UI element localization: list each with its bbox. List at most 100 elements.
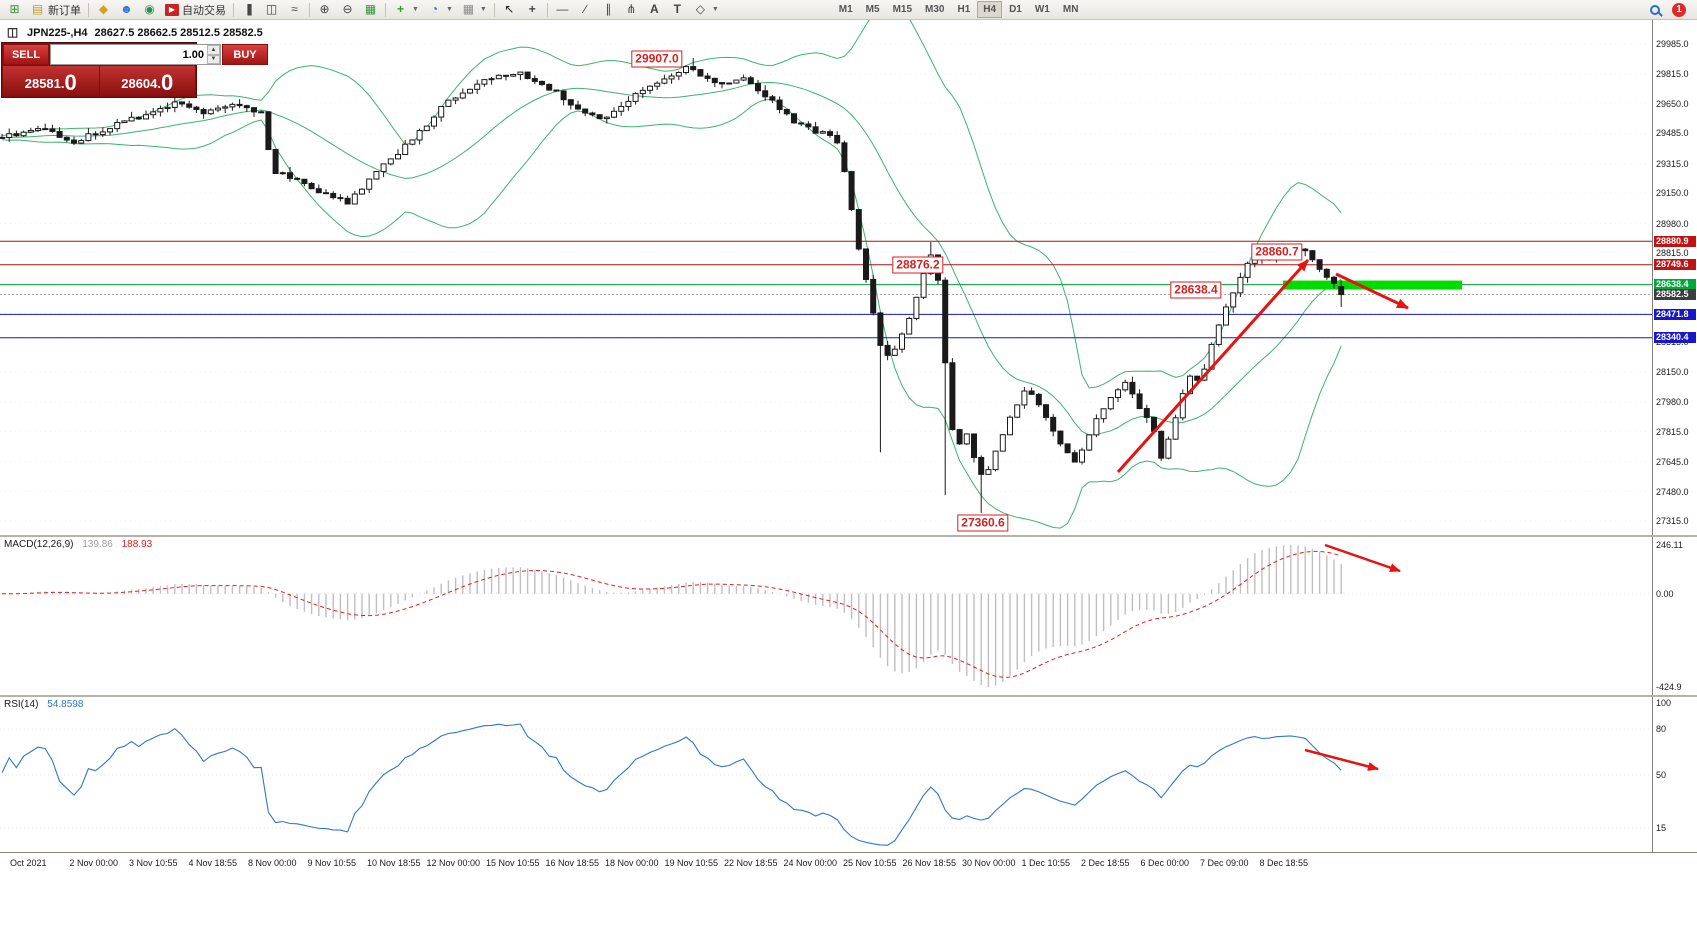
market-watch-button[interactable]: ◉ xyxy=(138,1,161,19)
macd-trend-arrow[interactable] xyxy=(1324,543,1401,573)
rsi-chart[interactable] xyxy=(0,697,1652,852)
time-axis-label: 18 Nov 00:00 xyxy=(605,858,659,868)
tf-button-d1[interactable]: D1 xyxy=(1003,1,1028,18)
time-axis-label: 7 Dec 09:00 xyxy=(1200,858,1249,868)
tf-button-m5[interactable]: M5 xyxy=(860,1,886,18)
time-axis-label: 12 Nov 00:00 xyxy=(426,858,481,868)
horizontal-line-icon: — xyxy=(556,2,569,16)
time-axis-label: 2 Dec 18:55 xyxy=(1081,858,1130,868)
macd-axis-label: 0.00 xyxy=(1656,588,1674,599)
volume-up-button[interactable]: ▲ xyxy=(207,45,220,55)
tf-button-h1[interactable]: H1 xyxy=(951,1,976,18)
indicators-button[interactable]: + ▼ xyxy=(389,1,423,19)
y-axis-label: 27980.0 xyxy=(1656,397,1689,408)
crosshair-icon: + xyxy=(528,2,536,16)
toolbar-right-cluster: 1 xyxy=(1646,1,1694,19)
price-axis[interactable]: 29985.0 29815.0 29650.0 29485.0 29315.0 29150… xyxy=(1652,20,1697,535)
cursor-icon: ↖ xyxy=(504,2,515,16)
hline-tool-button[interactable]: — xyxy=(551,1,574,19)
y-axis-label: 29650.0 xyxy=(1656,98,1689,109)
tile-windows-icon: ▦ xyxy=(364,2,377,16)
time-axis-label: 15 Nov 10:55 xyxy=(486,858,540,868)
notification-badge[interactable]: 1 xyxy=(1672,2,1686,17)
trendline-tool-button[interactable]: ∕ xyxy=(574,1,597,19)
fibonacci-tool-button[interactable]: ⋔ xyxy=(620,1,643,19)
cycles-button[interactable]: ◔ ▼ xyxy=(423,1,457,19)
horizontal-level-lines[interactable] xyxy=(0,240,1652,339)
zoom-in-button[interactable]: ⊕ xyxy=(313,1,336,19)
panel-separator[interactable] xyxy=(0,535,1697,537)
rsi-trend-arrow[interactable] xyxy=(1304,748,1379,771)
chart-wizard-button[interactable]: ◆ xyxy=(92,1,115,19)
channel-tool-button[interactable]: ∥ xyxy=(597,1,620,19)
tf-button-h4[interactable]: H4 xyxy=(977,1,1003,18)
tf-button-m30[interactable]: M30 xyxy=(919,1,950,18)
y-axis-label: 27315.0 xyxy=(1656,516,1689,526)
bar-chart-icon: ||| xyxy=(246,2,252,16)
label-tool-button[interactable]: T xyxy=(666,1,689,19)
text-tool-button[interactable]: A xyxy=(643,1,666,19)
text-icon: A xyxy=(649,2,659,16)
y-axis-label: 29315.0 xyxy=(1656,158,1689,169)
bollinger-bands xyxy=(1,20,1342,529)
support-zone-highlight[interactable] xyxy=(1283,280,1462,290)
sell-button[interactable]: SELL xyxy=(3,44,49,65)
indicators-icon: + xyxy=(396,2,404,16)
line-chart-button[interactable]: ≈ xyxy=(283,1,306,19)
timeframe-group: M1 M5 M15 M30 H1 H4 D1 W1 MN xyxy=(833,1,1085,18)
chart-symbol-icon: ◫ xyxy=(6,25,19,39)
toolbar-separator xyxy=(546,2,548,17)
profile-button[interactable]: ☻ xyxy=(115,1,138,19)
candlestick-chart-icon: ◫ xyxy=(265,2,278,16)
buy-price[interactable]: 28604. 0 xyxy=(99,66,195,96)
price-tag: 28471.8 xyxy=(1654,308,1696,320)
bar-chart-button[interactable]: ||| xyxy=(237,1,260,19)
rsi-axis-label: 15 xyxy=(1656,823,1667,834)
search-button[interactable] xyxy=(1646,1,1664,19)
macd-chart[interactable] xyxy=(0,537,1652,695)
new-chart-button[interactable]: ⊞ xyxy=(3,1,26,19)
rsi-axis-label: 50 xyxy=(1656,770,1667,780)
objects-list-button[interactable]: ▦ ▼ xyxy=(457,1,491,19)
crosshair-button[interactable]: + xyxy=(521,1,544,19)
buy-button[interactable]: BUY xyxy=(222,44,268,65)
time-axis[interactable]: Oct 2021 2 Nov 00:00 3 Nov 10:55 4 Nov 18:5… xyxy=(0,852,1697,874)
rsi-panel: RSI(14) 54.8598 100 80 50 15 xyxy=(0,697,1697,852)
rsi-axis[interactable]: 100 80 50 15 xyxy=(1652,697,1697,852)
macd-value-main: 139.86 xyxy=(82,539,113,550)
volume-input[interactable] xyxy=(51,45,207,64)
tile-windows-button[interactable]: ▦ xyxy=(359,1,382,19)
line-chart-icon: ≈ xyxy=(291,2,298,16)
tf-button-m15[interactable]: M15 xyxy=(887,1,918,18)
tf-button-m1[interactable]: M1 xyxy=(833,1,859,18)
y-axis-label: 27645.0 xyxy=(1656,457,1689,468)
time-axis-label: 19 Nov 10:55 xyxy=(664,858,719,868)
sell-price[interactable]: 28581. 0 xyxy=(3,66,99,96)
trend-arrows[interactable] xyxy=(1116,258,1409,474)
tf-button-mn[interactable]: MN xyxy=(1057,1,1085,18)
candlestick-chart[interactable] xyxy=(0,20,1652,535)
candles-layer xyxy=(0,57,1345,513)
volume-down-button[interactable]: ▼ xyxy=(207,54,220,64)
time-axis-label: 25 Nov 10:55 xyxy=(843,858,897,868)
new-order-label: 新订单 xyxy=(48,4,81,17)
symbol-ohlc-values: 28627.5 28662.5 28512.5 28582.5 xyxy=(94,26,263,39)
new-order-button[interactable]: ▤ 新订单 xyxy=(26,1,85,19)
shapes-icon: ◇ xyxy=(695,2,705,16)
zoom-out-button[interactable]: ⊖ xyxy=(336,1,359,19)
tf-button-w1[interactable]: W1 xyxy=(1029,1,1056,18)
wizard-icon: ◆ xyxy=(98,2,109,16)
macd-panel: MACD(12,26,9) 139.86 188.93 246.11 0.00 -4… xyxy=(0,537,1697,695)
toolbar-separator xyxy=(493,2,495,17)
autotrading-button[interactable]: ▶ 自动交易 xyxy=(161,1,230,19)
time-axis-label: 3 Nov 10:55 xyxy=(129,858,178,868)
time-axis-label: 9 Nov 10:55 xyxy=(307,858,357,868)
time-axis-label: 8 Dec 18:55 xyxy=(1259,858,1309,868)
cursor-button[interactable]: ↖ xyxy=(498,1,521,19)
y-axis-label: 28150.0 xyxy=(1656,366,1689,377)
shapes-tool-button[interactable]: ◇ ▼ xyxy=(689,1,723,19)
macd-axis[interactable]: 246.11 0.00 -424.9 xyxy=(1652,537,1697,695)
candlestick-chart-button[interactable]: ◫ xyxy=(260,1,283,19)
panel-separator[interactable] xyxy=(0,695,1697,697)
time-axis-label: 1 Dec 10:55 xyxy=(1021,858,1071,868)
